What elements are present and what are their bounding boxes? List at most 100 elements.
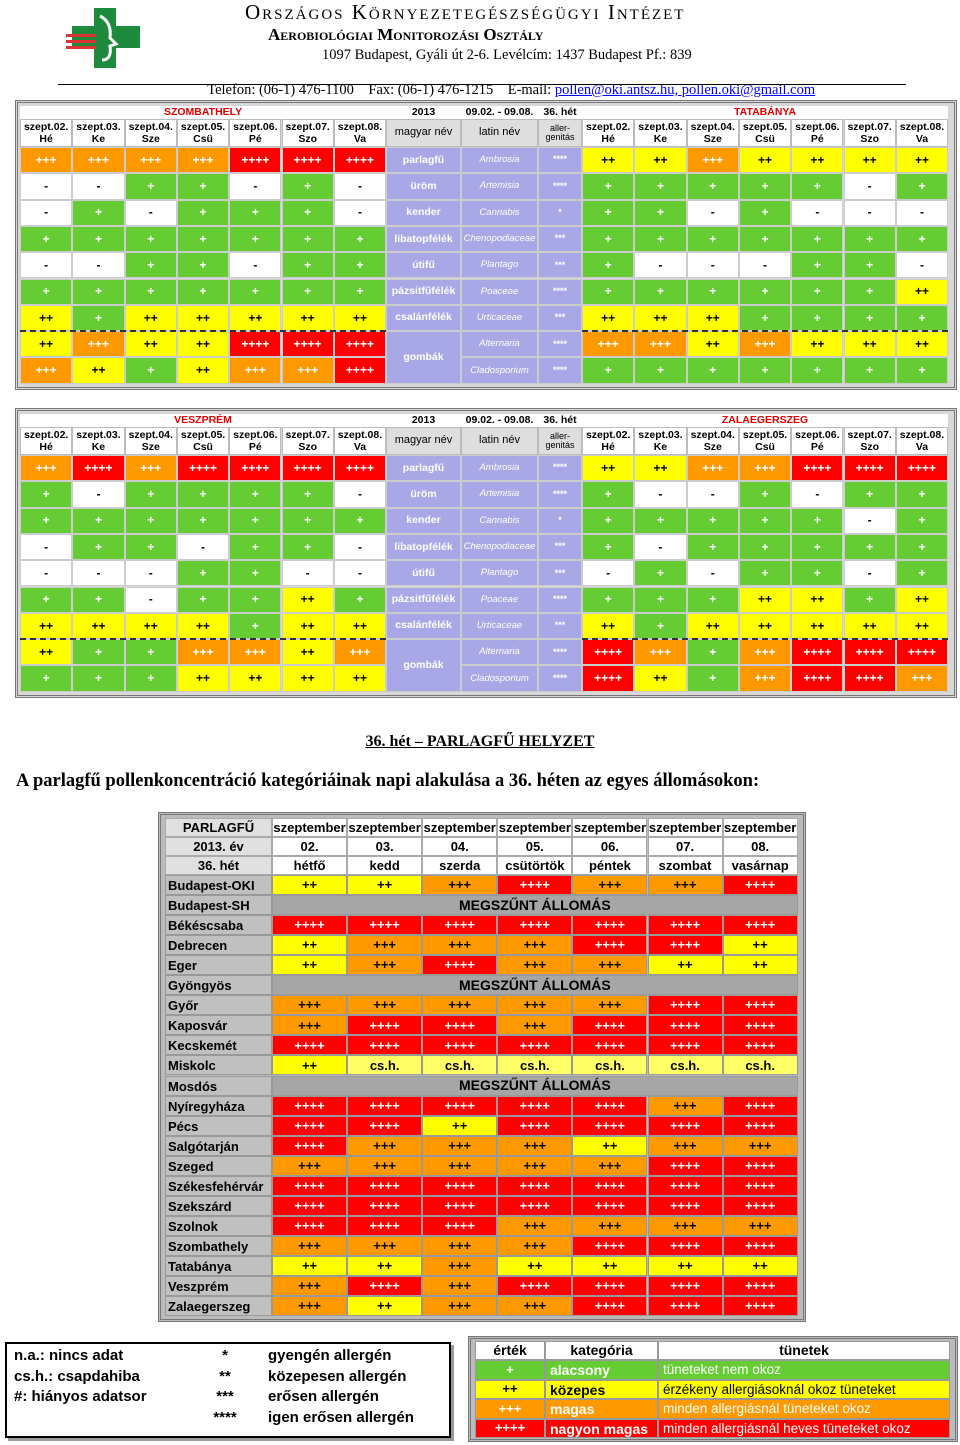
station: Győr — [165, 995, 272, 1016]
level-cell: ++ — [634, 455, 687, 482]
level-cell: ++ — [229, 665, 282, 692]
level-cell: + — [791, 560, 844, 587]
level-cell: ++ — [20, 304, 73, 332]
level-cell: ++ — [791, 612, 844, 640]
plant-allergenity: **** — [538, 455, 582, 482]
plant-latin: Cannabis — [461, 199, 538, 226]
plant-latin: Cladosporium — [461, 357, 538, 384]
day-header: szept.08. Va — [895, 119, 949, 147]
level-cell: ++++ — [647, 1115, 723, 1136]
department: Aerobiológiai Monitorozási Osztály — [268, 25, 544, 44]
day-header: szept.02. Hé — [582, 119, 635, 147]
level-cell: +++ — [572, 995, 648, 1016]
level-cell: + — [72, 304, 125, 332]
col-hungarian: magyar név — [386, 119, 461, 147]
day-header: szept.04. Sze — [686, 119, 739, 147]
closed-note: MEGSZŰNT ÁLLOMÁS — [272, 895, 798, 916]
station: Tatabánya — [165, 1255, 272, 1276]
address: 1097 Budapest, Gyáli út 2-6. Levélcím: 1… — [322, 47, 692, 63]
level-cell: ++++ — [497, 1195, 573, 1216]
level-cell: + — [686, 173, 739, 200]
level-cell: + — [281, 481, 334, 508]
legend-symbol: **** — [213, 1408, 237, 1426]
plant-allergenity: **** — [538, 357, 582, 384]
day-name: Sze — [703, 132, 722, 145]
level-cell: ++ — [176, 665, 230, 692]
level-cell: +++ — [72, 147, 125, 174]
level-cell: ++ — [843, 331, 896, 358]
level-cell: + — [791, 225, 844, 253]
day-date: szept.02. — [23, 120, 69, 133]
col-latin: latin név — [461, 119, 538, 147]
level-cell: ++++ — [572, 1276, 648, 1296]
divider — [582, 638, 949, 641]
level-cell: +++ — [176, 147, 230, 174]
level-cell: - — [843, 507, 896, 534]
level-cell: + — [791, 173, 844, 200]
level-cell: ++ — [634, 147, 687, 174]
category-symptoms: tüneteket nem okoz — [658, 1360, 950, 1380]
level-cell: ++ — [347, 1296, 423, 1317]
day-date: szept.05. — [742, 120, 788, 133]
level-cell: ++++ — [791, 455, 844, 482]
level-cell: + — [686, 225, 739, 253]
date: 03. — [347, 837, 423, 856]
level-cell: - — [738, 252, 792, 279]
level-cell: + — [124, 665, 177, 692]
level-cell: - — [634, 481, 687, 508]
level-cell: + — [229, 481, 282, 508]
legend-symbol: ** — [219, 1367, 231, 1385]
level-cell: ++ — [497, 1255, 573, 1276]
weekday: szombat — [647, 856, 723, 875]
level-cell: ++++ — [272, 1215, 348, 1236]
divider — [20, 638, 387, 641]
level-cell: ++++ — [722, 1015, 798, 1036]
day-header: szept.03. Ke — [72, 427, 125, 455]
level-cell: + — [843, 533, 896, 561]
level-cell: + — [281, 199, 334, 226]
level-cell: ++ — [686, 304, 739, 332]
level-cell: + — [124, 639, 177, 666]
day-name: Ke — [91, 440, 106, 453]
level-cell: ++++ — [422, 1095, 498, 1116]
level-cell: ++ — [333, 612, 387, 640]
level-cell: + — [895, 507, 949, 534]
day-header: szept.07. Szo — [281, 427, 334, 455]
level-cell: + — [333, 507, 387, 534]
category-value: ++ — [475, 1379, 545, 1399]
level-cell: ++ — [176, 304, 230, 332]
day-date: szept.06. — [233, 428, 278, 441]
level-cell: - — [333, 199, 387, 226]
level-cell: ++ — [738, 586, 792, 613]
level-cell: +++ — [738, 665, 792, 692]
level-cell: + — [281, 225, 334, 253]
level-cell: ++ — [20, 331, 73, 358]
plant-latin: Artemisia — [461, 481, 538, 508]
day-date: szept.08. — [337, 120, 383, 133]
level-cell: +++ — [497, 935, 573, 956]
level-cell: ++++ — [229, 331, 282, 358]
month: szeptember — [572, 818, 648, 837]
level-cell: + — [229, 278, 282, 305]
plant-latin: Alternaria — [461, 331, 538, 358]
level-cell: - — [333, 533, 387, 561]
level-cell: ++++ — [347, 1175, 423, 1196]
level-cell: + — [72, 639, 125, 666]
legend-frame — [5, 1342, 451, 1438]
level-cell: + — [895, 173, 949, 200]
weekday: vasárnap — [722, 856, 798, 875]
level-cell: + — [738, 225, 792, 253]
category-symptoms: érzékeny allergiásoknál okoz tüneteket — [658, 1379, 950, 1399]
level-cell: + — [281, 533, 334, 561]
plant-latin: Alternaria — [461, 639, 538, 666]
level-cell: ++++ — [272, 1095, 348, 1116]
level-cell: ++++ — [229, 455, 282, 482]
emails[interactable]: pollen@oki.antsz.hu, pollen.oki@gmail.co… — [554, 82, 816, 98]
level-cell: ++++ — [647, 915, 723, 936]
level-cell: ++ — [791, 147, 844, 174]
corner-label: 2013. év — [165, 837, 272, 856]
year: 2013 — [411, 413, 436, 426]
level-cell: ++ — [20, 639, 73, 666]
level-cell: - — [20, 560, 73, 587]
day-date: szept.04. — [128, 428, 173, 441]
